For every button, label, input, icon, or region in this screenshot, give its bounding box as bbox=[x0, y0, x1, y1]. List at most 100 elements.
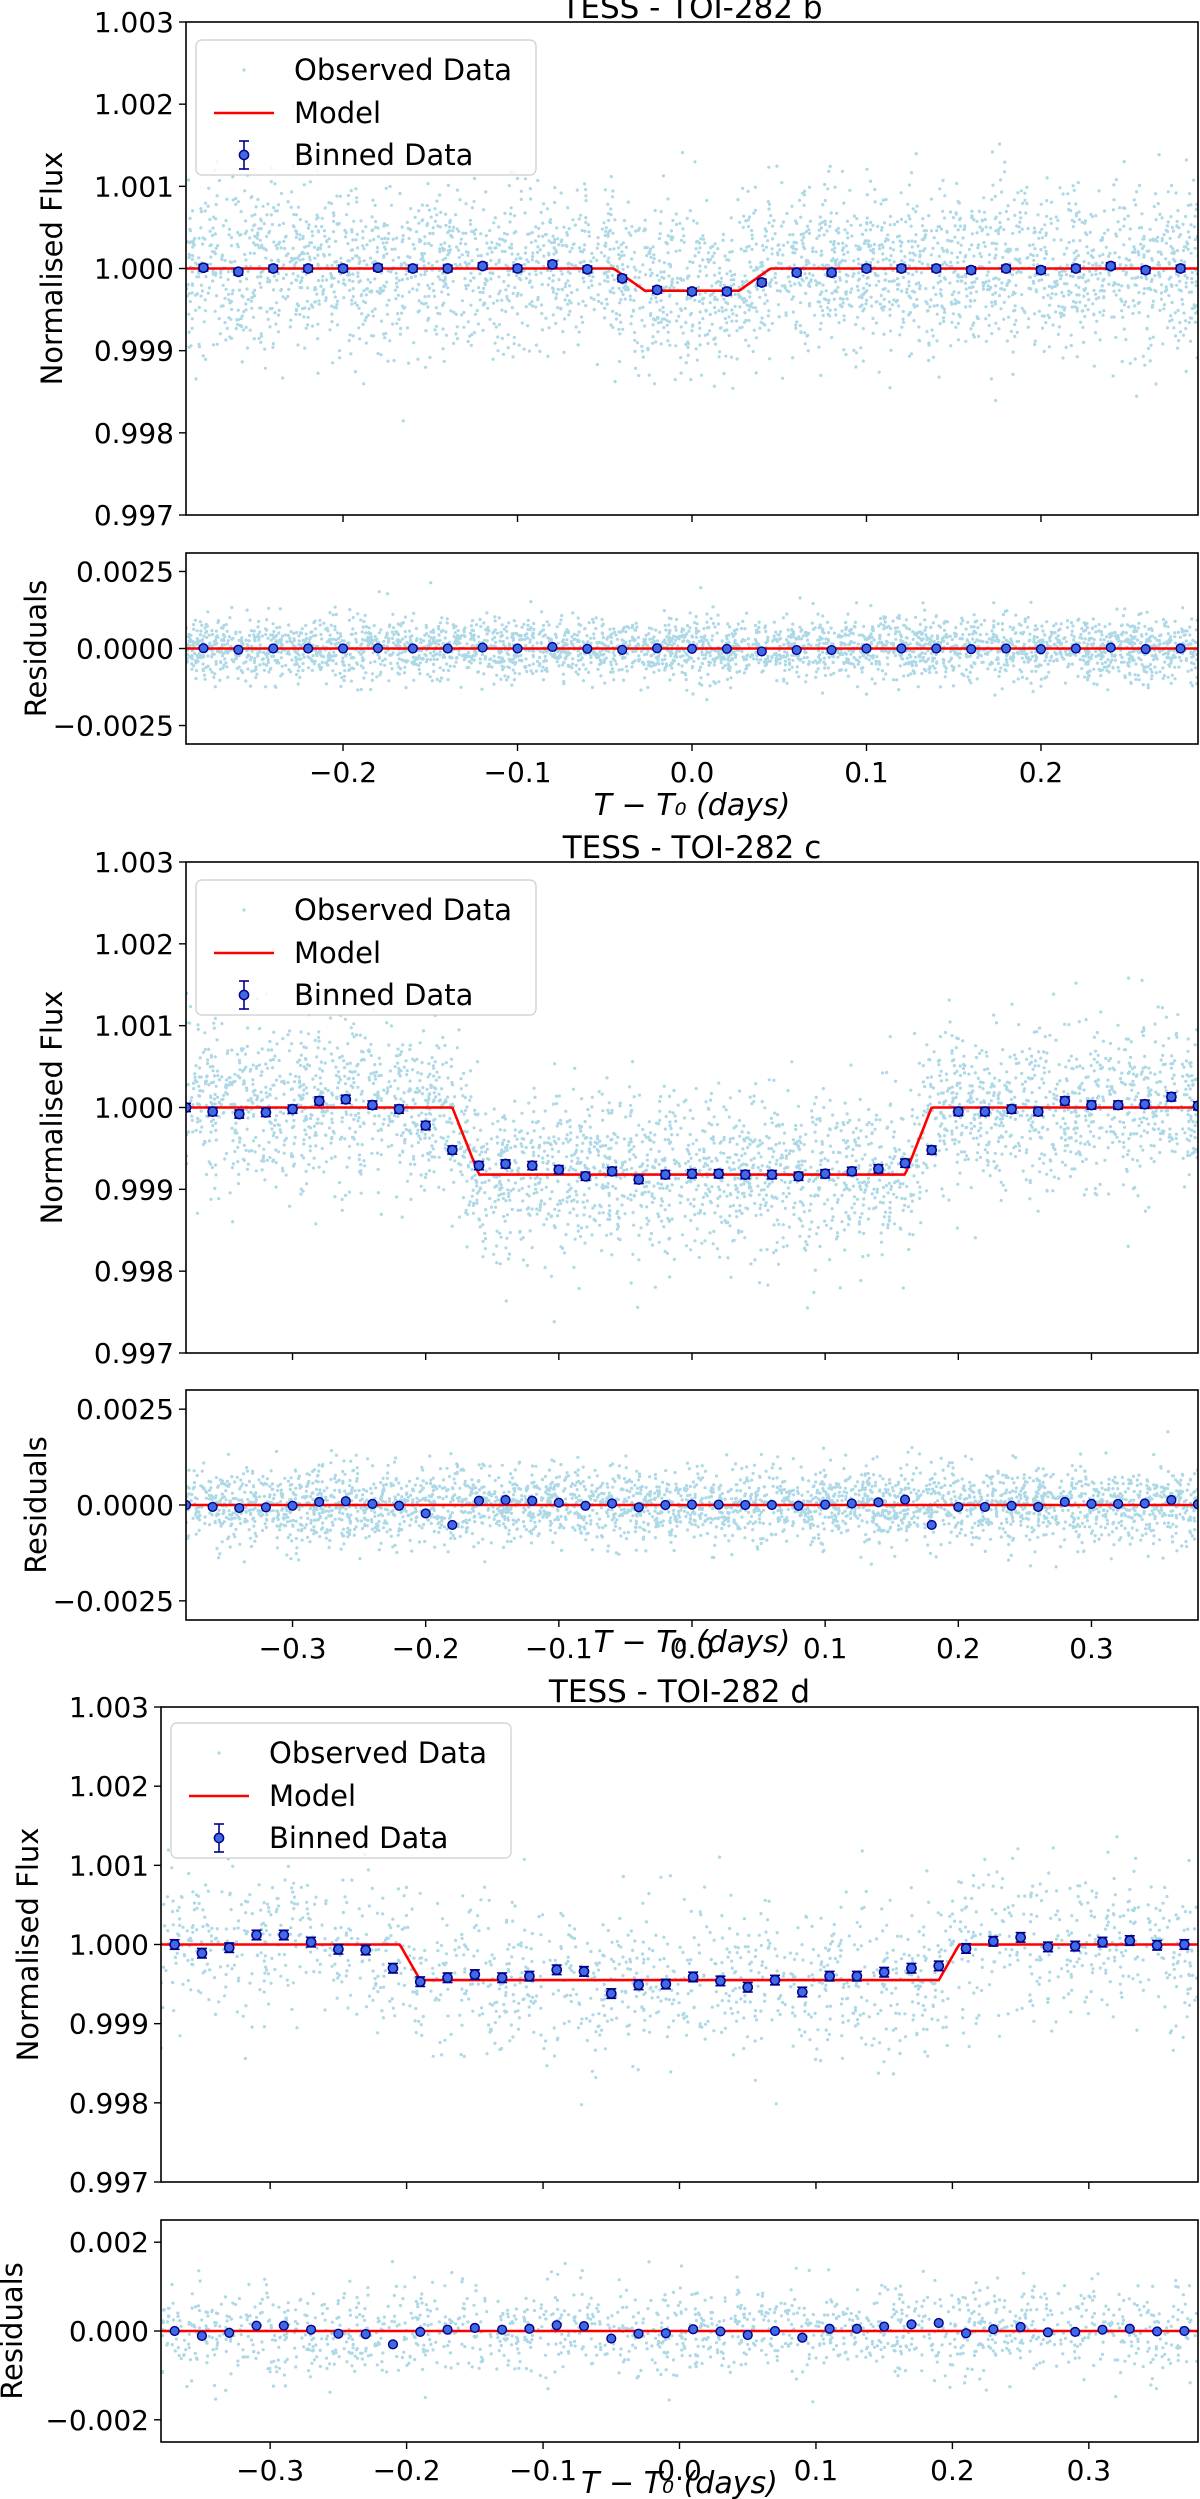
legend-binned-marker bbox=[213, 1832, 225, 1844]
flux-ytick-label: 0.999 bbox=[94, 1173, 174, 1206]
residual-ytick-label: −0.0025 bbox=[53, 1585, 174, 1618]
residual-binned-point bbox=[1070, 643, 1081, 654]
residual-binned-point bbox=[393, 1500, 405, 1511]
legend-label-binned: Binned Data bbox=[269, 1821, 448, 1855]
residual-binned-point bbox=[233, 644, 244, 655]
residual-binned-point bbox=[196, 2330, 208, 2341]
residual-binned-point bbox=[260, 1502, 271, 1513]
residual-binned-point bbox=[512, 643, 523, 654]
binned-point bbox=[1070, 263, 1082, 274]
residual-binned-point bbox=[617, 644, 628, 655]
residual-ytick-label: −0.002 bbox=[45, 2404, 149, 2437]
residual-binned-point bbox=[873, 1497, 884, 1508]
binned-point bbox=[1000, 263, 1012, 274]
residual-binned-point bbox=[1070, 2326, 1081, 2337]
binned-point bbox=[1032, 1106, 1044, 1117]
binned-point bbox=[933, 1960, 945, 1972]
flux-ytick-label: 0.999 bbox=[69, 2008, 149, 2041]
legend-binned-marker bbox=[238, 149, 250, 161]
binned-point bbox=[1124, 1935, 1136, 1946]
binned-point bbox=[861, 263, 872, 274]
residual-binned-point bbox=[580, 1500, 591, 1511]
binned-point bbox=[278, 1929, 290, 1941]
residual-binned-point bbox=[931, 643, 942, 654]
residual-ylabel: Residuals bbox=[0, 2262, 29, 2400]
binned-point bbox=[960, 1943, 972, 1954]
residual-binned-point bbox=[1042, 2327, 1054, 2338]
binned-point bbox=[1151, 1939, 1163, 1951]
observed-data-points bbox=[186, 142, 1198, 423]
residual-xtick-label: 0.1 bbox=[794, 2454, 839, 2487]
residual-binned-point bbox=[278, 2320, 289, 2331]
residual-ylabel: Residuals bbox=[19, 580, 53, 718]
residual-binned-point bbox=[960, 2328, 972, 2339]
residual-ytick-label: 0.0000 bbox=[76, 633, 174, 666]
flux-ytick-label: 1.000 bbox=[94, 1092, 174, 1125]
flux-ytick-label: 1.002 bbox=[69, 1770, 149, 1803]
residual-binned-point bbox=[500, 1494, 511, 1506]
binned-point bbox=[791, 267, 803, 278]
binned-data bbox=[169, 1929, 1190, 2000]
residual-binned-point bbox=[224, 2327, 235, 2338]
legend-label-binned: Binned Data bbox=[294, 978, 473, 1012]
residual-binned-point bbox=[367, 1498, 378, 1509]
residual-binned-point bbox=[793, 1500, 804, 1511]
binned-point bbox=[414, 1976, 426, 1988]
residual-binned-point bbox=[988, 2324, 999, 2335]
residual-binned-point bbox=[756, 646, 767, 657]
legend-observed-marker bbox=[242, 68, 246, 72]
binned-point bbox=[906, 1962, 917, 1974]
residual-ytick-label: 0.000 bbox=[69, 2315, 149, 2348]
binned-point bbox=[793, 1170, 804, 1182]
flux-ytick-label: 1.001 bbox=[94, 1010, 174, 1043]
residual-binned-point bbox=[660, 2328, 671, 2339]
binned-point bbox=[826, 267, 837, 278]
residual-xtick-label: 0.1 bbox=[803, 1632, 848, 1665]
residual-data-points bbox=[161, 2260, 1198, 2404]
binned-point bbox=[796, 1986, 808, 1998]
binned-point bbox=[1166, 1091, 1177, 1103]
binned-point bbox=[846, 1165, 858, 1177]
residual-binned-point bbox=[442, 2324, 453, 2335]
binned-point bbox=[337, 263, 349, 274]
residual-binned-point bbox=[966, 644, 977, 655]
residual-scatter bbox=[186, 581, 1198, 702]
observed-data-points bbox=[161, 1831, 1198, 2107]
binned-point bbox=[547, 259, 558, 270]
residual-binned-point bbox=[820, 1499, 831, 1510]
residual-binned-point bbox=[797, 2332, 808, 2343]
binned-point bbox=[372, 262, 384, 274]
residual-xtick-label: −0.2 bbox=[309, 756, 377, 789]
residual-binned-point bbox=[415, 2326, 426, 2337]
residual-binned-point bbox=[303, 643, 314, 654]
binned-point bbox=[1069, 1940, 1081, 1952]
binned-point bbox=[899, 1157, 911, 1169]
residual-ytick-label: 0.0025 bbox=[76, 1393, 174, 1426]
binned-point bbox=[1140, 264, 1152, 276]
residual-binned-point bbox=[198, 643, 209, 654]
residual-binned-point bbox=[337, 643, 349, 654]
binned-point bbox=[442, 263, 454, 274]
residual-binned-point bbox=[769, 2325, 781, 2337]
flux-ytick-label: 1.002 bbox=[94, 928, 174, 961]
legend-label-model: Model bbox=[294, 936, 381, 970]
residual-xtick-label: 0.2 bbox=[1019, 756, 1064, 789]
binned-point bbox=[616, 273, 628, 284]
residual-binned-point bbox=[553, 1497, 564, 1508]
legend-label-model: Model bbox=[269, 1779, 356, 1813]
residual-binned-point bbox=[1175, 643, 1186, 654]
residual-xtick-label: 0.0 bbox=[670, 756, 715, 789]
binned-point bbox=[1192, 1100, 1198, 1112]
legend: Observed Data Model Binned Data bbox=[170, 1722, 512, 1859]
residual-binned-point bbox=[953, 1501, 964, 1513]
residual-binned-point bbox=[851, 2323, 862, 2334]
residual-xtick-label: −0.3 bbox=[236, 2454, 304, 2487]
binned-point bbox=[651, 284, 663, 296]
binned-point bbox=[766, 1169, 778, 1180]
binned-point bbox=[979, 1106, 991, 1117]
binned-point bbox=[1035, 264, 1047, 276]
residual-binned-point bbox=[652, 643, 663, 654]
binned-point bbox=[420, 1120, 432, 1131]
residual-binned-point bbox=[1113, 1498, 1124, 1509]
binned-data bbox=[186, 1091, 1198, 1185]
